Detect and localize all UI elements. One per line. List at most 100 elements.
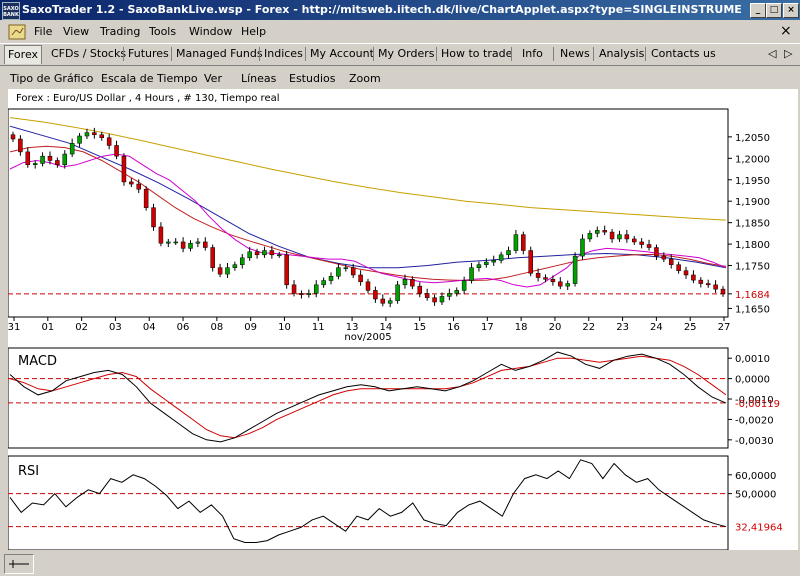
macd-panel: MACD 0,0010 0,0000 -0,0010 -0,0020 -0,0030 -0… xyxy=(7,347,780,449)
minimize-button[interactable]: _ xyxy=(750,3,766,18)
nav-scroll-left-icon[interactable]: ◁ xyxy=(768,47,777,60)
candle-up xyxy=(454,290,459,294)
nav-news[interactable]: News xyxy=(560,47,590,60)
rsi-panel: RSI 60,0000 50,0000 32,41964 xyxy=(7,455,783,551)
chart-menu-chart-type[interactable]: Tipo de Gráfico xyxy=(10,72,94,85)
menu-view[interactable]: View xyxy=(63,25,90,38)
y-tick-label: 1,1950 xyxy=(735,176,770,187)
nav-scroll-right-icon[interactable]: ▷ xyxy=(784,47,793,60)
title-bar: SAXO BANK SaxoTrader 1.2 - SaxoBankLive.w… xyxy=(0,0,800,20)
candle-up xyxy=(506,250,511,256)
chart-menu-studies[interactable]: Estudios xyxy=(289,72,336,85)
nav-my-orders[interactable]: My Orders xyxy=(378,47,435,60)
candle-down xyxy=(55,160,60,166)
candle-down xyxy=(632,238,637,243)
nav-my-account[interactable]: My Account xyxy=(310,47,374,60)
candle-up xyxy=(572,255,578,284)
macd-line xyxy=(9,351,727,443)
candle-up xyxy=(32,163,38,166)
chart-menu-time-scale[interactable]: Escala de Tiempo xyxy=(101,72,198,85)
chart-menu-zoom[interactable]: Zoom xyxy=(349,72,381,85)
sma-fast-line xyxy=(9,153,727,288)
candle-up xyxy=(513,234,519,251)
x-tick-label: 31 xyxy=(8,322,20,333)
candle-down xyxy=(720,288,726,295)
nav-futures[interactable]: Futures xyxy=(128,47,169,60)
candle-down xyxy=(698,279,704,284)
menu-trading[interactable]: Trading xyxy=(100,25,141,38)
candle-down xyxy=(358,274,363,283)
chart-menu-lines[interactable]: Líneas xyxy=(241,72,277,85)
nav-info[interactable]: Info xyxy=(522,47,543,60)
candle-down xyxy=(284,254,289,286)
x-tick-label: 20 xyxy=(549,322,562,333)
nav-how-to-trade[interactable]: How to trade xyxy=(441,47,513,60)
candle-up xyxy=(313,284,319,294)
nav-cfds-stocks[interactable]: CFDs / Stocks xyxy=(51,47,127,60)
macd-signal-line xyxy=(9,355,727,439)
candle-down xyxy=(691,274,696,281)
x-tick-label: 13 xyxy=(346,322,359,333)
nav-divider xyxy=(305,47,306,61)
candle-down xyxy=(350,267,356,276)
candle-up xyxy=(484,261,489,265)
nav-forex[interactable]: Forex xyxy=(4,45,43,64)
last-price-label: 1,1684 xyxy=(735,290,770,301)
macd-y-tick-label: -0,0010 xyxy=(735,395,774,406)
chart-canvas[interactable]: Forex : Euro/US Dollar , 4 Hours , # 130… xyxy=(7,89,798,551)
candle-down xyxy=(380,298,386,304)
nav-managed-funds[interactable]: Managed Funds xyxy=(176,47,263,60)
candle-down xyxy=(10,134,16,140)
close-button[interactable]: × xyxy=(783,3,799,18)
candle-down xyxy=(609,231,615,240)
x-tick-label: 14 xyxy=(380,322,393,333)
candle-down xyxy=(269,250,275,256)
candle-down xyxy=(646,244,652,248)
x-tick-label: 18 xyxy=(515,322,528,333)
chart-menu-view[interactable]: Ver xyxy=(204,72,222,85)
maximize-button[interactable]: □ xyxy=(766,3,782,18)
candle-down xyxy=(299,293,304,295)
candle-down xyxy=(47,155,53,161)
candle-down xyxy=(432,297,437,303)
close-document-button[interactable]: × xyxy=(780,23,792,39)
window-title: SaxoTrader 1.2 - SaxoBankLive.wsp - Fore… xyxy=(22,3,742,16)
menu-file[interactable]: File xyxy=(34,25,53,38)
nav-divider xyxy=(593,47,594,61)
menu-bar: File View Trading Tools Window Help × xyxy=(0,22,800,42)
candle-up xyxy=(580,238,585,257)
candle-down xyxy=(676,264,681,271)
nav-contacts-us[interactable]: Contacts us xyxy=(651,47,716,60)
candle-down xyxy=(136,183,141,190)
menu-window[interactable]: Window xyxy=(189,25,233,38)
candle-up xyxy=(240,257,245,265)
rsi-title: RSI xyxy=(18,464,39,479)
nav-indices[interactable]: Indices xyxy=(264,47,303,60)
candle-down xyxy=(25,151,31,166)
candle-up xyxy=(617,234,622,240)
candle-up xyxy=(188,242,193,249)
rsi-last-label: 32,41964 xyxy=(735,523,783,534)
candle-down xyxy=(143,188,149,208)
candle-up xyxy=(328,276,334,281)
x-tick-label: 01 xyxy=(41,322,54,333)
x-axis-label: nov/2005 xyxy=(344,332,391,343)
candle-up xyxy=(247,251,252,259)
price-plot-frame xyxy=(7,108,729,318)
status-panel xyxy=(4,554,34,574)
candle-up xyxy=(469,267,474,281)
candle-up xyxy=(387,300,393,304)
x-tick-label: 25 xyxy=(684,322,697,333)
candle-up xyxy=(439,296,445,303)
candle-down xyxy=(106,137,112,146)
price-panel: Forex : Euro/US Dollar , 4 Hours , # 130… xyxy=(7,93,770,343)
menu-help[interactable]: Help xyxy=(241,25,267,38)
candle-up xyxy=(498,254,504,261)
y-tick-label: 1,2000 xyxy=(735,154,770,165)
candle-up xyxy=(402,279,408,286)
candle-up xyxy=(77,135,82,144)
menu-tools[interactable]: Tools xyxy=(149,25,177,38)
nav-analysis[interactable]: Analysis xyxy=(599,47,645,60)
candle-up xyxy=(62,153,68,166)
x-tick-label: 06 xyxy=(177,322,190,333)
